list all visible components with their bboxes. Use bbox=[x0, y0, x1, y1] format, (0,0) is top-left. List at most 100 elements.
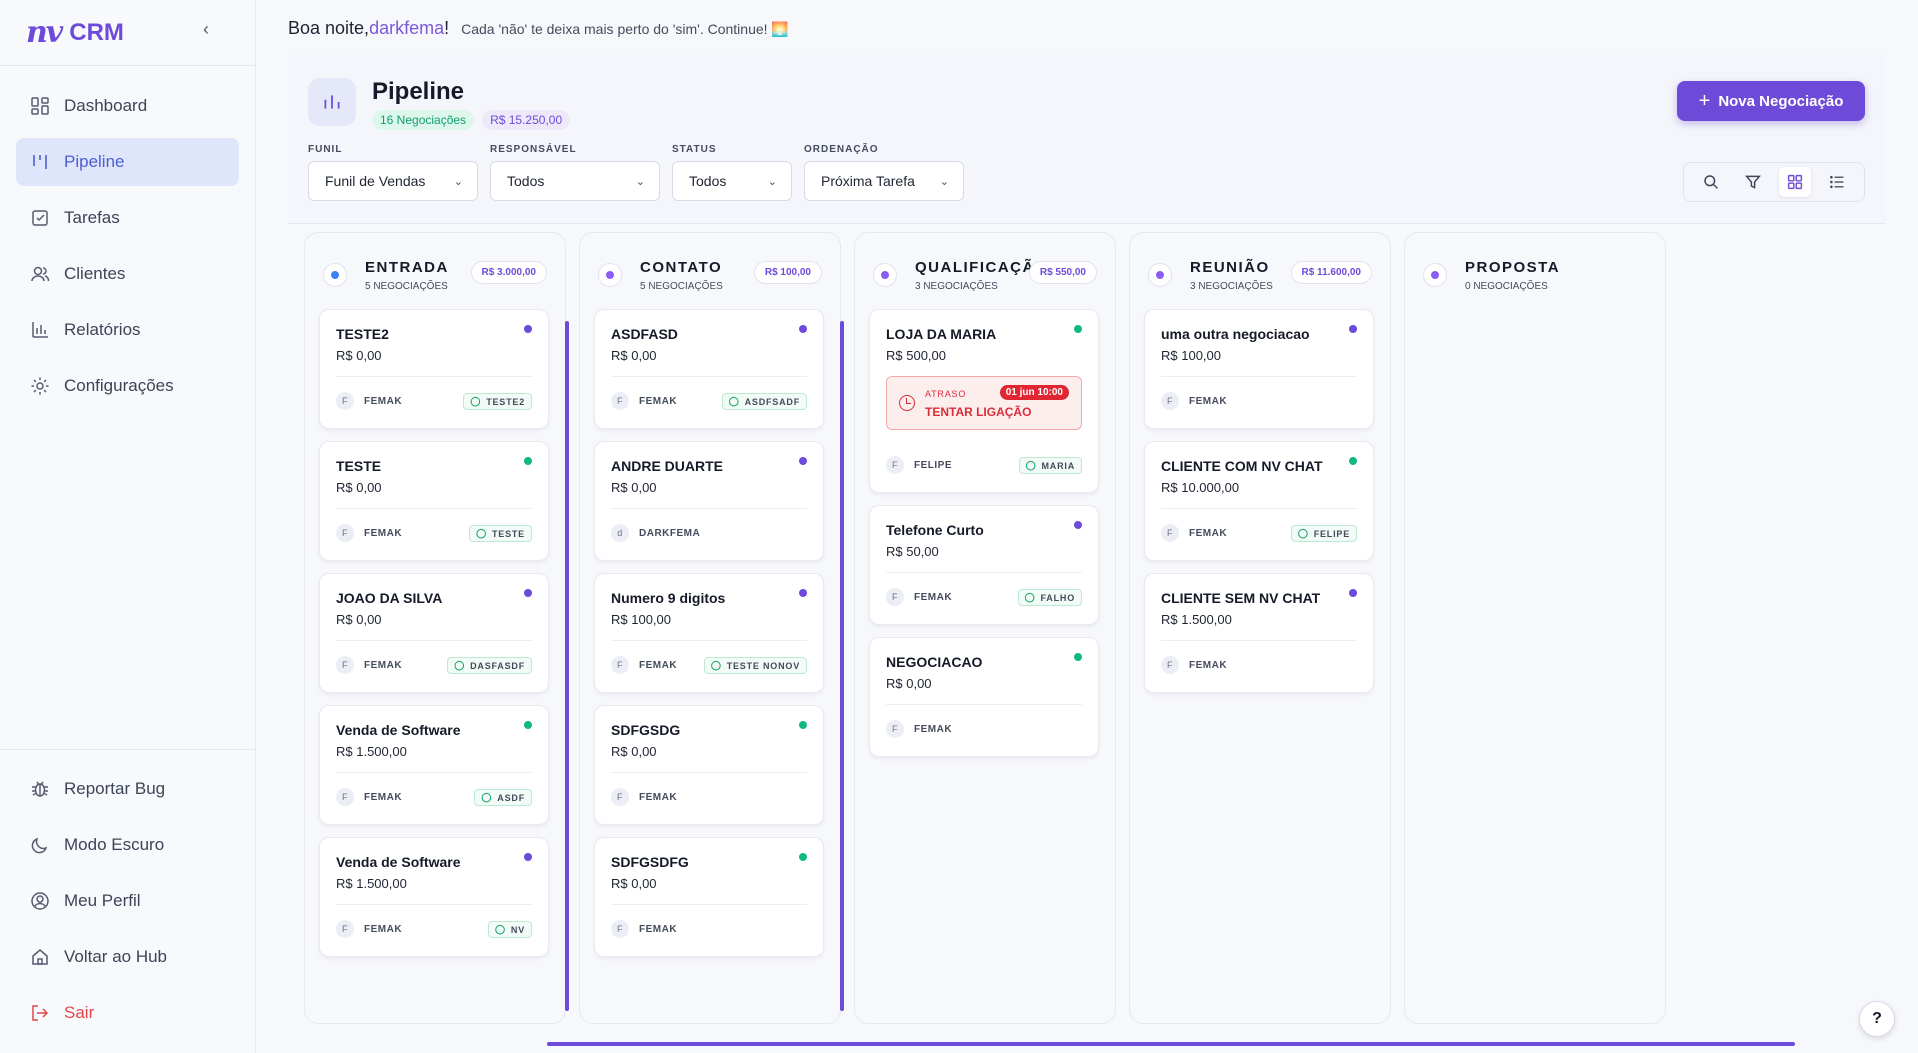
owner-name: FEMAK bbox=[364, 659, 403, 671]
column-title: REUNIÃO bbox=[1190, 259, 1270, 276]
report-bug-button[interactable]: Reportar Bug bbox=[16, 765, 239, 813]
deal-value: R$ 0,00 bbox=[611, 876, 657, 891]
contact-tag[interactable]: ◯ DASFASDF bbox=[447, 657, 532, 674]
kanban-board: ENTRADA 5 NEGOCIAÇÕES R$ 3.000,00 TESTE2… bbox=[304, 232, 1882, 1025]
overdue-task-alert[interactable]: ATRASO TENTAR LIGAÇÃO 01 jun 10:00 bbox=[886, 376, 1082, 430]
contact-tag[interactable]: ◯ TESTE bbox=[469, 525, 532, 542]
deal-card[interactable]: Telefone Curto R$ 50,00 F FEMAK ◯ FALHO bbox=[869, 505, 1099, 625]
page-title: Pipeline bbox=[372, 78, 465, 105]
deal-status-dot bbox=[799, 457, 807, 465]
bottom-nav: Reportar Bug Modo Escuro Meu Perfil Volt… bbox=[16, 765, 239, 1045]
deal-card[interactable]: NEGOCIACAO R$ 0,00 F FEMAK bbox=[869, 637, 1099, 757]
avatar: F bbox=[336, 788, 354, 806]
sort-select[interactable]: Próxima Tarefa ⌄ bbox=[804, 161, 964, 201]
contact-tag[interactable]: ◯ FALHO bbox=[1017, 589, 1082, 606]
deal-value: R$ 1.500,00 bbox=[336, 744, 407, 759]
contact-name: TESTE2 bbox=[486, 396, 525, 407]
pipeline-icon bbox=[30, 152, 50, 172]
status-select[interactable]: Todos ⌄ bbox=[672, 161, 792, 201]
deal-card[interactable]: uma outra negociacao R$ 100,00 F FEMAK bbox=[1144, 309, 1374, 429]
deal-card[interactable]: LOJA DA MARIA R$ 500,00 ATRASO TENTAR LI… bbox=[869, 309, 1099, 493]
greeting-user: darkfema bbox=[369, 18, 445, 38]
filter-funil: FUNIL Funil de Vendas ⌄ bbox=[308, 144, 478, 201]
contact-name: DASFASDF bbox=[470, 660, 525, 671]
owner-select[interactable]: Todos ⌄ bbox=[490, 161, 660, 201]
column-title: QUALIFICAÇÃO bbox=[915, 259, 1048, 276]
sidebar-item-pipeline[interactable]: Pipeline bbox=[16, 138, 239, 186]
nv-logo[interactable]: nv bbox=[26, 15, 63, 50]
column-status-dot bbox=[1423, 263, 1447, 287]
alert-status: ATRASO bbox=[925, 389, 967, 399]
gear-icon bbox=[30, 376, 50, 396]
list-view-button[interactable] bbox=[1821, 167, 1853, 197]
filter-icon bbox=[1745, 175, 1761, 189]
deal-title: ASDFASD bbox=[611, 326, 678, 342]
deal-owner: F FEMAK bbox=[886, 588, 952, 606]
deal-status-dot bbox=[799, 853, 807, 861]
filter-responsavel: RESPONSÁVEL Todos ⌄ bbox=[490, 144, 660, 201]
filter-label: RESPONSÁVEL bbox=[490, 144, 577, 155]
contact-tag[interactable]: ◯ ASDFSADF bbox=[721, 393, 807, 410]
search-button[interactable] bbox=[1695, 167, 1727, 197]
back-to-hub-link[interactable]: Voltar ao Hub bbox=[16, 933, 239, 981]
deal-title: CLIENTE SEM NV CHAT bbox=[1161, 590, 1321, 606]
my-profile-link[interactable]: Meu Perfil bbox=[16, 877, 239, 925]
clock-icon bbox=[899, 395, 915, 411]
deal-value: R$ 0,00 bbox=[611, 744, 657, 759]
filter-ordenacao: ORDENAÇÃO Próxima Tarefa ⌄ bbox=[804, 144, 964, 201]
column-scrollbar[interactable] bbox=[840, 321, 844, 1011]
sidebar-item-clientes[interactable]: Clientes bbox=[16, 250, 239, 298]
deal-card[interactable]: Numero 9 digitos R$ 100,00 F FEMAK ◯ TEST… bbox=[594, 573, 824, 693]
deal-card[interactable]: CLIENTE COM NV CHAT R$ 10.000,00 F FEMAK… bbox=[1144, 441, 1374, 561]
deal-owner: F FEMAK bbox=[611, 920, 677, 938]
sidebar-item-label: Voltar ao Hub bbox=[64, 947, 168, 966]
deal-card[interactable]: Venda de Software R$ 1.500,00 F FEMAK ◯ N… bbox=[319, 837, 549, 957]
deal-card[interactable]: Venda de Software R$ 1.500,00 F FEMAK ◯ A… bbox=[319, 705, 549, 825]
funnel-select[interactable]: Funil de Vendas ⌄ bbox=[308, 161, 478, 201]
deal-owner: F FEMAK bbox=[1161, 524, 1227, 542]
deal-card[interactable]: ANDRE DUARTE R$ 0,00 d DARKFEMA bbox=[594, 441, 824, 561]
help-button[interactable]: ? bbox=[1859, 1001, 1895, 1037]
deal-card[interactable]: JOAO DA SILVA R$ 0,00 F FEMAK ◯ DASFASDF bbox=[319, 573, 549, 693]
card-divider bbox=[1161, 508, 1357, 509]
contact-tag[interactable]: ◯ TESTE NONOV bbox=[703, 657, 807, 674]
filter-button[interactable] bbox=[1737, 167, 1769, 197]
deal-title: Numero 9 digitos bbox=[611, 590, 726, 606]
deal-card[interactable]: TESTE2 R$ 0,00 F FEMAK ◯ TESTE2 bbox=[319, 309, 549, 429]
contact-tag[interactable]: ◯ FELIPE bbox=[1290, 525, 1357, 542]
avatar: F bbox=[611, 788, 629, 806]
sidebar-item-tarefas[interactable]: Tarefas bbox=[16, 194, 239, 242]
avatar: F bbox=[336, 524, 354, 542]
help-icon: ? bbox=[1872, 1010, 1882, 1027]
dashboard-icon bbox=[30, 96, 50, 116]
column-scrollbar[interactable] bbox=[565, 321, 569, 1011]
person-icon: ◯ bbox=[728, 396, 740, 406]
contact-tag[interactable]: ◯ NV bbox=[488, 921, 532, 938]
contact-tag[interactable]: ◯ ASDF bbox=[474, 789, 532, 806]
deal-card[interactable]: SDFGSDG R$ 0,00 F FEMAK bbox=[594, 705, 824, 825]
sidebar-item-configuracoes[interactable]: Configurações bbox=[16, 362, 239, 410]
deal-status-dot bbox=[799, 325, 807, 333]
new-deal-button[interactable]: + Nova Negociação bbox=[1677, 81, 1865, 121]
horizontal-scrollbar[interactable] bbox=[547, 1042, 1795, 1046]
dark-mode-toggle[interactable]: Modo Escuro bbox=[16, 821, 239, 869]
kanban-view-button[interactable] bbox=[1779, 167, 1811, 197]
deal-title: NEGOCIACAO bbox=[886, 654, 983, 670]
logout-button[interactable]: Sair bbox=[16, 989, 239, 1037]
deal-card[interactable]: TESTE R$ 0,00 F FEMAK ◯ TESTE bbox=[319, 441, 549, 561]
card-divider bbox=[611, 376, 807, 377]
deal-card[interactable]: CLIENTE SEM NV CHAT R$ 1.500,00 F FEMAK bbox=[1144, 573, 1374, 693]
deal-value: R$ 1.500,00 bbox=[336, 876, 407, 891]
collapse-sidebar-icon[interactable]: ‹ bbox=[203, 19, 209, 39]
deal-value: R$ 0,00 bbox=[336, 348, 382, 363]
deal-title: ANDRE DUARTE bbox=[611, 458, 723, 474]
contact-tag[interactable]: ◯ MARIA bbox=[1018, 457, 1082, 474]
deal-card[interactable]: ASDFASD R$ 0,00 F FEMAK ◯ ASDFSADF bbox=[594, 309, 824, 429]
contact-tag[interactable]: ◯ TESTE2 bbox=[463, 393, 532, 410]
deal-card[interactable]: SDFGSDFG R$ 0,00 F FEMAK bbox=[594, 837, 824, 957]
contact-name: ASDF bbox=[497, 792, 525, 803]
sidebar-item-dashboard[interactable]: Dashboard bbox=[16, 82, 239, 130]
sidebar-item-relatorios[interactable]: Relatórios bbox=[16, 306, 239, 354]
person-icon: ◯ bbox=[481, 792, 493, 802]
filter-status: STATUS Todos ⌄ bbox=[672, 144, 792, 201]
